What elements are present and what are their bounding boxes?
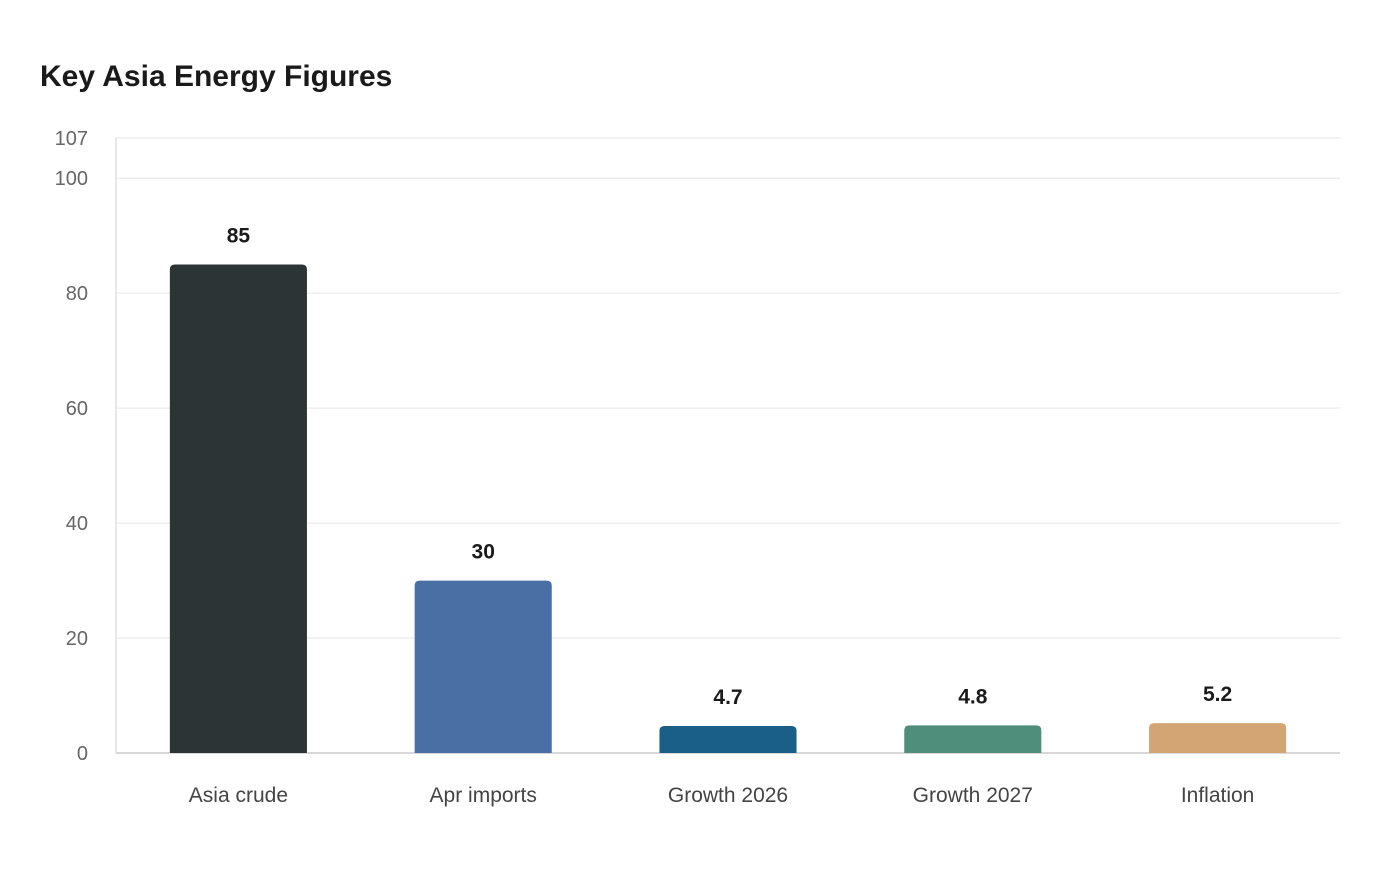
- bar-value-label: 5.2: [1203, 683, 1232, 706]
- y-tick-label: 20: [66, 628, 88, 650]
- x-tick-label: Apr imports: [430, 784, 537, 807]
- y-tick-label: 0: [77, 743, 88, 765]
- y-tick-label: 107: [55, 128, 88, 150]
- x-tick-label: Growth 2026: [668, 784, 788, 807]
- bar-value-label: 4.7: [713, 686, 742, 709]
- bar-value-label: 30: [472, 541, 495, 564]
- y-tick-label: 80: [66, 283, 88, 305]
- bar-value-label: 4.8: [958, 685, 988, 708]
- bar-asia-crude: [169, 264, 307, 753]
- x-tick-label: Growth 2027: [913, 784, 1033, 807]
- bar-apr-imports: [414, 580, 552, 753]
- bar-value-label: 85: [227, 224, 251, 247]
- bar-inflation: [1149, 723, 1287, 753]
- bars: [169, 264, 1287, 753]
- chart-title: Key Asia Energy Figures: [40, 60, 393, 93]
- bar-growth-2027: [904, 725, 1042, 753]
- y-tick-label: 100: [55, 168, 88, 190]
- x-tick-label: Inflation: [1181, 784, 1255, 807]
- x-tick-label: Asia crude: [189, 784, 288, 807]
- gridlines: [116, 137, 1340, 639]
- y-tick-label: 60: [66, 398, 88, 420]
- bar-growth-2026: [659, 725, 797, 753]
- y-tick-label: 40: [66, 513, 88, 535]
- labels: 0 20 40 60 80 100 107 85 Asia crude 30 Apr imports…: [55, 128, 1255, 807]
